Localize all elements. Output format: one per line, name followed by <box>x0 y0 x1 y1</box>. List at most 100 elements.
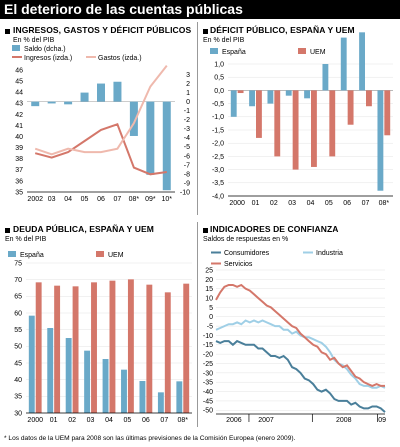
bar-saldo <box>113 81 122 102</box>
line-consumidores <box>215 339 386 413</box>
x-tick-label: 06 <box>97 196 105 203</box>
bar-deficit-uem <box>237 90 244 94</box>
panel4-subtitle: Saldos de respuestas en % <box>203 236 289 243</box>
y-tick-label: 5 <box>209 305 213 312</box>
chart-deficit-espana-uem: 1,0 0,5 0,0 -0,5 -1,0 -1,5 -2,0 -2,5 -3,0 -3,5 -4,… <box>210 32 393 207</box>
section-marker <box>203 29 208 34</box>
line-industria <box>215 319 386 389</box>
y-right-tick-label: -8 <box>184 171 190 178</box>
panel3-title: DEUDA PÚBLICA, ESPAÑA Y UEM <box>13 224 154 234</box>
bar-deuda-espana <box>121 369 127 413</box>
panel1-title: INGRESOS, GASTOS Y DÉFICIT PÚBLICOS <box>13 25 192 35</box>
y-tick-label: 40 <box>14 377 22 384</box>
y-left-tick-label: 45 <box>15 78 23 85</box>
y-left-tick-label: 36 <box>15 178 23 185</box>
line-gastos <box>34 64 168 156</box>
y-tick-label: 0,5 <box>214 75 224 82</box>
bar-deficit-uem <box>274 90 281 157</box>
y-tick-label: -25 <box>203 361 213 368</box>
bar-deuda-uem <box>91 282 97 413</box>
x-tick-label: 07 <box>362 200 370 207</box>
legend-swatch-uem <box>96 251 104 257</box>
bar-deficit-espana <box>285 90 292 96</box>
y-tick-label: -2,5 <box>212 154 224 161</box>
y-tick-label: -1,0 <box>212 114 224 121</box>
x-tick-label: 04 <box>105 417 113 424</box>
y-tick-label: -3,5 <box>212 180 224 187</box>
panel4-title: INDICADORES DE CONFIANZA <box>210 224 339 234</box>
y-right-tick-label: -9 <box>184 180 190 187</box>
bar-deficit-uem <box>384 90 391 136</box>
y-right-tick-label: -5 <box>184 144 190 151</box>
legend-label: UEM <box>108 252 124 259</box>
y-left-tick-label: 39 <box>15 145 23 152</box>
y-left-tick-label: 42 <box>15 112 23 119</box>
section-marker <box>203 228 208 233</box>
y-right-tick-label: 2 <box>186 81 190 88</box>
bar-deuda-uem <box>164 292 171 413</box>
legend-label: Gastos (izda.) <box>98 55 142 62</box>
y-left-tick-label: 46 <box>15 67 23 74</box>
y-tick-label: 0,0 <box>214 88 224 95</box>
x-tick-label: 01 <box>50 417 58 424</box>
bar-deficit-uem <box>366 90 372 107</box>
y-right-tick-label: 3 <box>186 72 190 79</box>
x-tick-label: 2002 <box>27 196 43 203</box>
y-left-tick-label: 41 <box>15 123 23 130</box>
y-left-tick-label: 44 <box>15 90 23 97</box>
y-tick-label: -4,0 <box>212 193 224 200</box>
legend-label: España <box>20 252 44 259</box>
y-tick-label: 55 <box>14 327 22 334</box>
bar-deuda-espana <box>176 381 183 413</box>
y-right-tick-label: -1 <box>184 108 190 115</box>
y-right-tick-label: -3 <box>184 126 190 133</box>
x-tick-label: 03 <box>48 196 56 203</box>
y-right-tick-label: 1 <box>186 90 190 97</box>
divider <box>197 22 198 215</box>
y-right-tick-label: -10 <box>180 189 190 196</box>
y-tick-label: 25 <box>205 267 213 274</box>
bar-deuda-uem <box>109 280 116 413</box>
bar-deuda-espana <box>157 392 164 413</box>
legend-label: España <box>222 49 246 56</box>
legend-swatch-saldo <box>12 45 20 51</box>
y-left-tick-label: 43 <box>15 101 23 108</box>
legend-swatch-uem <box>298 48 306 54</box>
bar-deuda-uem <box>127 279 134 413</box>
x-tick-label: 09 <box>378 417 386 424</box>
x-tick-label: 06 <box>343 200 351 207</box>
line-servicios <box>215 283 385 387</box>
x-tick-label: 04 <box>64 196 72 203</box>
bar-deficit-espana <box>322 64 329 91</box>
y-tick-label: -45 <box>203 398 213 405</box>
bar-saldo <box>97 83 105 102</box>
legend-label: Consumidores <box>224 250 270 257</box>
divider <box>197 222 198 427</box>
y-tick-label: 75 <box>14 260 22 267</box>
y-tick-label: -5 <box>207 324 213 331</box>
panel2-title: DÉFICIT PÚBLICO, ESPAÑA Y UEM <box>210 25 355 35</box>
bar-saldo <box>47 101 56 104</box>
x-tick-label: 08* <box>379 200 390 207</box>
x-tick-label: 10* <box>162 196 173 203</box>
bar-deficit-espana <box>267 90 274 104</box>
y-tick-label: 1,0 <box>214 61 224 68</box>
y-right-tick-label: -2 <box>184 117 190 124</box>
y-tick-label: -1,5 <box>212 127 224 134</box>
bar-deuda-uem <box>72 286 79 413</box>
bar-deficit-espana <box>249 90 255 107</box>
y-tick-label: -50 <box>203 408 213 415</box>
y-right-tick-label: -6 <box>184 153 190 160</box>
footnote: * Los datos de la UEM para 2008 son las … <box>4 435 296 442</box>
x-tick-label: 04 <box>307 200 315 207</box>
y-tick-label: 15 <box>205 286 213 293</box>
x-tick-label: 2008 <box>336 417 352 424</box>
y-tick-label: -30 <box>203 370 213 377</box>
section-marker <box>5 228 10 233</box>
bar-deficit-uem <box>347 90 354 125</box>
x-tick-label: 2000 <box>229 200 245 207</box>
y-tick-label: -20 <box>203 352 213 359</box>
legend-label: Servicios <box>224 261 253 268</box>
legend-swatch-espana <box>210 48 218 54</box>
panel1-subtitle: En % del PIB <box>13 37 55 44</box>
